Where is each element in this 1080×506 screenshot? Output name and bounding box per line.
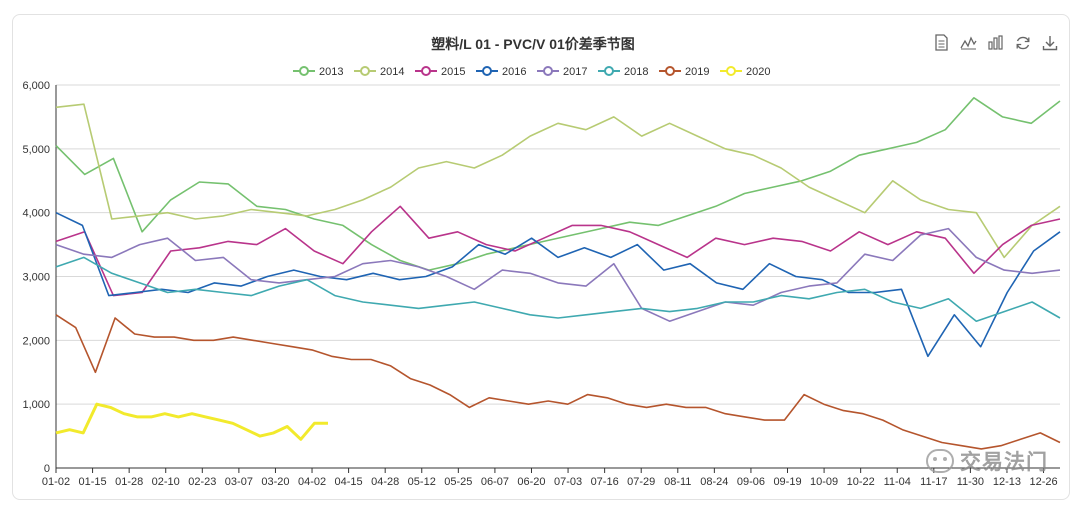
legend-item-2017[interactable]: 2017 — [537, 66, 587, 78]
legend-swatch-marker — [665, 66, 675, 76]
y-axis: 0 1,000 2,000 3,000 4,000 5,000 6,000 — [22, 80, 57, 475]
x-tick-label: 07-29 — [627, 476, 655, 488]
series-lines — [55, 97, 1061, 450]
x-tick-label: 04-02 — [298, 476, 326, 488]
legend-swatch-marker — [543, 66, 553, 76]
x-tick-label: 02-10 — [152, 476, 180, 488]
chart-frame — [12, 14, 1070, 500]
legend-swatch-marker — [360, 66, 370, 76]
legend-item-2014[interactable]: 2014 — [354, 66, 404, 78]
legend-label: 2018 — [624, 66, 648, 78]
legend-item-2018[interactable]: 2018 — [598, 66, 648, 78]
download-icon[interactable] — [1041, 34, 1058, 51]
legend-swatch-marker — [604, 66, 614, 76]
x-tick-label: 09-06 — [737, 476, 765, 488]
x-tick-label: 12-13 — [993, 476, 1021, 488]
y-tick-label: 6,000 — [22, 80, 50, 92]
series-line-2014 — [55, 103, 1061, 259]
grid — [56, 84, 1060, 469]
x-tick-label: 02-23 — [188, 476, 216, 488]
legend-swatch-marker — [482, 66, 492, 76]
legend-label: 2014 — [380, 66, 404, 78]
x-tick-label: 01-15 — [79, 476, 107, 488]
legend-label: 2019 — [685, 66, 709, 78]
line-chart-icon[interactable] — [960, 34, 977, 51]
x-tick-label: 09-19 — [773, 476, 801, 488]
legend-item-2016[interactable]: 2016 — [476, 66, 526, 78]
y-tick-label: 0 — [44, 463, 50, 475]
legend-item-2019[interactable]: 2019 — [659, 66, 709, 78]
series-line-2018 — [55, 256, 1061, 323]
x-tick-label: 04-28 — [371, 476, 399, 488]
x-tick-label: 11-04 — [884, 476, 911, 488]
x-tick-label: 10-22 — [847, 476, 875, 488]
series-line-2016 — [55, 211, 1061, 358]
wechat-icon — [926, 449, 954, 473]
x-tick-label: 07-16 — [591, 476, 619, 488]
legend-swatch-marker — [726, 66, 736, 76]
x-axis: 01-02 01-15 01-28 02-10 02-23 03-07 03-20 04-02… — [42, 467, 1060, 488]
legend[interactable]: 2013 2014 2015 2016 2017 2018 2019 2020 — [293, 66, 770, 78]
x-tick-label: 08-24 — [700, 476, 728, 488]
y-tick-label: 5,000 — [22, 144, 50, 156]
legend-swatch-marker — [421, 66, 431, 76]
y-tick-label: 1,000 — [22, 399, 50, 411]
y-tick-label: 4,000 — [22, 208, 50, 220]
series-line-2013 — [55, 97, 1061, 271]
x-tick-label: 04-15 — [335, 476, 363, 488]
chart-title: 塑料/L 01 - PVC/V 01价差季节图 — [431, 36, 635, 52]
legend-label: 2015 — [441, 66, 465, 78]
series-line-2015 — [55, 205, 1061, 297]
legend-item-2020[interactable]: 2020 — [720, 66, 770, 78]
bar-chart-icon[interactable] — [987, 34, 1004, 51]
x-tick-label: 01-28 — [115, 476, 143, 488]
x-tick-label: 06-07 — [481, 476, 509, 488]
legend-label: 2013 — [319, 66, 343, 78]
x-tick-label: 03-20 — [261, 476, 289, 488]
x-tick-label: 01-02 — [42, 476, 70, 488]
x-tick-label: 05-25 — [444, 476, 472, 488]
x-tick-label: 08-11 — [664, 476, 691, 488]
series-line-2017 — [55, 227, 1061, 323]
x-tick-label: 12-26 — [1029, 476, 1057, 488]
legend-item-2013[interactable]: 2013 — [293, 66, 343, 78]
x-tick-label: 05-12 — [408, 476, 436, 488]
watermark-logo: 交易法门 — [926, 446, 1048, 476]
legend-swatch-marker — [299, 66, 309, 76]
series-line-2020 — [55, 402, 328, 441]
series-line-2019 — [55, 314, 1061, 450]
legend-label: 2017 — [563, 66, 587, 78]
y-tick-label: 3,000 — [22, 272, 50, 284]
x-tick-label: 10-09 — [810, 476, 838, 488]
x-tick-label: 07-03 — [554, 476, 582, 488]
chart-toolbar — [933, 34, 1058, 51]
watermark-brand: 交易法门 — [960, 451, 1048, 474]
x-tick-label: 11-30 — [957, 476, 984, 488]
y-tick-label: 2,000 — [22, 335, 50, 347]
x-tick-label: 11-17 — [920, 476, 947, 488]
x-tick-label: 03-07 — [225, 476, 253, 488]
x-tick-label: 06-20 — [517, 476, 545, 488]
legend-label: 2016 — [502, 66, 526, 78]
legend-label: 2020 — [746, 66, 770, 78]
legend-item-2015[interactable]: 2015 — [415, 66, 465, 78]
document-icon[interactable] — [933, 34, 950, 51]
refresh-icon[interactable] — [1014, 34, 1031, 51]
